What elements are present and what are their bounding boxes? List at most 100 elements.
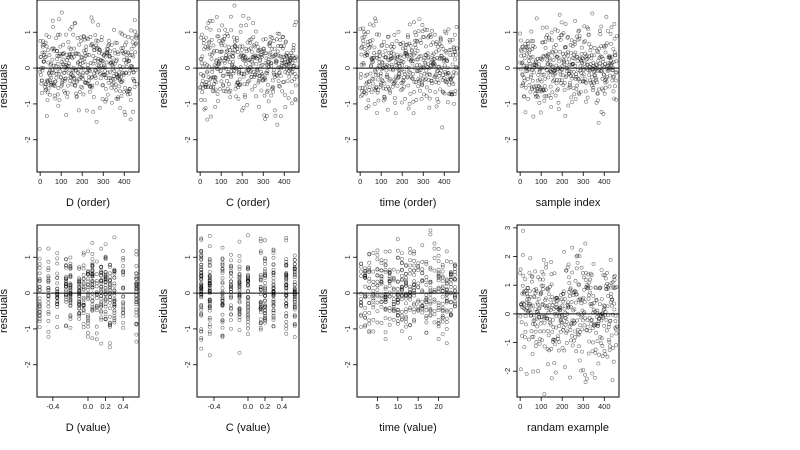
- data-point: [71, 54, 76, 59]
- data-point: [383, 316, 388, 321]
- data-point: [258, 273, 263, 277]
- data-point: [539, 283, 544, 288]
- data-point: [552, 78, 557, 82]
- data-point: [134, 285, 139, 290]
- data-point: [271, 262, 276, 267]
- data-point: [607, 348, 612, 352]
- data-point: [220, 281, 225, 286]
- data-point: [576, 76, 580, 81]
- data-point: [243, 62, 248, 66]
- data-point: [395, 319, 400, 324]
- data-point: [554, 81, 559, 86]
- data-point: [55, 62, 60, 66]
- data-point: [583, 77, 588, 82]
- data-point: [263, 238, 267, 243]
- data-point: [431, 51, 436, 56]
- data-point: [530, 352, 535, 357]
- data-point: [209, 38, 214, 42]
- data-point: [284, 39, 288, 44]
- data-point: [585, 325, 590, 329]
- data-point: [543, 316, 548, 321]
- data-point: [406, 83, 411, 88]
- data-point: [428, 280, 433, 285]
- data-point: [229, 28, 234, 33]
- data-point: [112, 304, 117, 309]
- data-point: [436, 286, 441, 291]
- data-point: [86, 324, 90, 329]
- data-point: [207, 234, 212, 238]
- data-point: [375, 300, 380, 305]
- data-point: [53, 68, 58, 73]
- data-point: [407, 22, 412, 27]
- data-point: [112, 320, 117, 325]
- data-point: [594, 100, 599, 105]
- data-point: [263, 315, 267, 320]
- data-point: [375, 253, 380, 257]
- data-point: [413, 38, 417, 43]
- data-point: [37, 262, 42, 266]
- data-point: [432, 297, 437, 302]
- data-point: [540, 25, 545, 30]
- data-point: [258, 57, 262, 62]
- data-point: [536, 275, 541, 280]
- data-point: [444, 316, 449, 321]
- data-point: [238, 30, 243, 34]
- data-point: [448, 39, 452, 44]
- data-point: [112, 318, 117, 323]
- data-point: [262, 93, 267, 98]
- data-point: [568, 80, 572, 85]
- data-point: [413, 51, 418, 56]
- data-point: [220, 23, 224, 28]
- data-point: [119, 74, 123, 79]
- data-point: [408, 43, 413, 48]
- data-point: [81, 286, 86, 291]
- data-point: [608, 31, 613, 36]
- y-tick-label: 0: [343, 291, 352, 295]
- data-point: [75, 94, 79, 99]
- data-point: [412, 268, 417, 273]
- data-point: [552, 361, 557, 366]
- data-point: [420, 299, 425, 304]
- data-point: [86, 293, 90, 298]
- data-point: [528, 89, 533, 94]
- data-point: [246, 265, 250, 269]
- data-point: [546, 362, 550, 367]
- data-point: [384, 55, 389, 60]
- data-point: [439, 38, 443, 43]
- data-point: [367, 321, 372, 326]
- data-point: [360, 35, 365, 40]
- data-point: [134, 283, 139, 288]
- data-point: [523, 329, 528, 334]
- data-point: [436, 270, 441, 275]
- data-point: [270, 85, 275, 90]
- data-point: [103, 242, 108, 247]
- data-point: [38, 73, 43, 78]
- data-point: [423, 60, 428, 65]
- data-point: [258, 236, 263, 241]
- data-point: [387, 270, 392, 275]
- data-point: [89, 15, 94, 20]
- data-point: [585, 318, 590, 323]
- data-point: [246, 282, 250, 287]
- data-point: [567, 294, 572, 298]
- x-tick-label: 300: [577, 402, 590, 411]
- data-point: [121, 300, 126, 305]
- data-point: [241, 72, 246, 77]
- x-tick-label: 0.2: [100, 402, 110, 411]
- data-point: [221, 83, 226, 88]
- data-point: [112, 275, 117, 280]
- data-point: [284, 283, 289, 288]
- data-point: [453, 288, 457, 293]
- data-point: [436, 276, 441, 281]
- data-point: [199, 265, 204, 269]
- data-point: [383, 293, 388, 298]
- data-point: [417, 17, 422, 21]
- data-point: [199, 35, 203, 40]
- data-point: [55, 271, 60, 276]
- data-point: [55, 261, 60, 266]
- data-point: [258, 274, 263, 279]
- data-point: [569, 300, 574, 304]
- data-point: [94, 259, 99, 264]
- data-point: [428, 313, 433, 318]
- data-point: [46, 274, 51, 279]
